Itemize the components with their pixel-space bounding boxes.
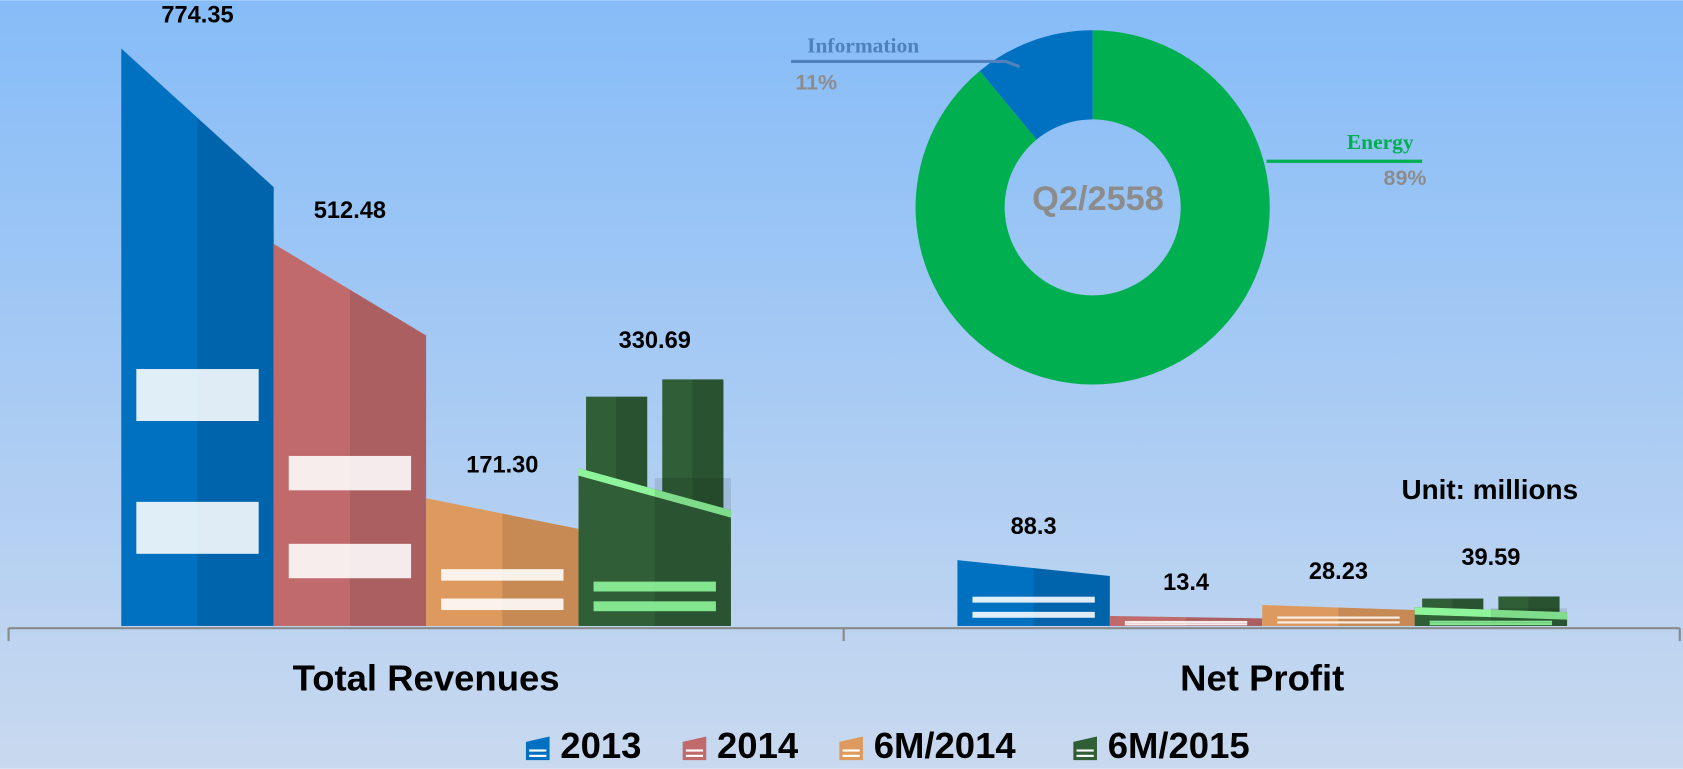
bar-window bbox=[1125, 621, 1247, 623]
bar-window bbox=[1277, 621, 1399, 623]
slice-label: Information bbox=[807, 33, 919, 57]
data-label: 330.69 bbox=[619, 328, 691, 354]
legend-swatch-line bbox=[843, 755, 860, 757]
data-label: 774.35 bbox=[161, 3, 233, 29]
legend-swatch-line bbox=[1077, 755, 1094, 757]
data-label: 88.3 bbox=[1011, 514, 1057, 540]
bar-window bbox=[594, 601, 716, 611]
legend-label: 6M/2014 bbox=[874, 725, 1017, 766]
legend-label: 6M/2015 bbox=[1108, 725, 1250, 766]
slice-value: 89% bbox=[1384, 166, 1427, 190]
page: {"chart_data": [ {"type": "bar", "catego… bbox=[0, 0, 1683, 769]
category-label: Total Revenues bbox=[293, 657, 560, 698]
legend-swatch-line bbox=[686, 749, 703, 751]
data-label: 28.23 bbox=[1309, 559, 1368, 585]
bar-window bbox=[441, 599, 563, 610]
legend-swatch-line bbox=[529, 755, 546, 757]
bar-window bbox=[594, 582, 716, 592]
data-label: 39.59 bbox=[1461, 545, 1520, 571]
legend-swatch-line bbox=[529, 749, 546, 751]
category-label: Net Profit bbox=[1180, 657, 1344, 698]
slice-value: 11% bbox=[795, 71, 837, 95]
slice-label: Energy bbox=[1347, 130, 1414, 154]
bar-window bbox=[1125, 623, 1247, 625]
bar-window bbox=[136, 369, 258, 421]
bar-window bbox=[972, 597, 1094, 603]
chart: Unit: millions Total Revenues 774.35 512.4… bbox=[0, 0, 1683, 769]
data-label: 171.30 bbox=[466, 452, 538, 478]
bar-window bbox=[289, 456, 411, 490]
bar-window bbox=[441, 569, 563, 580]
data-label: 512.48 bbox=[314, 198, 386, 224]
legend-label: 2014 bbox=[717, 725, 799, 766]
legend-swatch-line bbox=[843, 749, 860, 751]
legend-swatch-line bbox=[1077, 749, 1094, 751]
data-label: 13.4 bbox=[1163, 570, 1209, 596]
bar-window bbox=[289, 544, 411, 578]
legend-swatch-line bbox=[686, 755, 703, 757]
bar-window bbox=[972, 612, 1094, 618]
bar-window bbox=[1430, 621, 1552, 623]
unit-annotation: Unit: millions bbox=[1401, 474, 1578, 505]
bar-window bbox=[1430, 623, 1552, 625]
bar-window bbox=[136, 502, 258, 554]
legend-label: 2013 bbox=[560, 725, 641, 766]
bar-window bbox=[1277, 617, 1399, 619]
pie-center-title: Q2/2558 bbox=[1032, 180, 1164, 218]
